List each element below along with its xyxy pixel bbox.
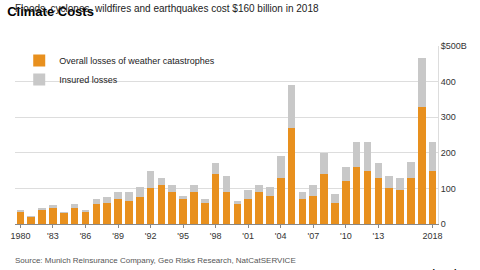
svg-text:'10: '10 — [340, 231, 352, 241]
svg-text:Source: Munich Reinsurance Com: Source: Munich Reinsurance Company, Geo … — [15, 256, 296, 265]
svg-text:'83: '83 — [47, 231, 59, 241]
svg-text:Climate Costs: Climate Costs — [7, 4, 94, 19]
svg-text:400: 400 — [441, 77, 456, 87]
svg-text:Overall losses of weather cata: Overall losses of weather catastrophes — [59, 56, 215, 66]
svg-text:'86: '86 — [80, 231, 92, 241]
svg-text:Floods, cyclones, wildfires an: Floods, cyclones, wildfires and earthqua… — [15, 3, 319, 14]
svg-text:Note: adjusted to 2018 values: Note: adjusted to 2018 values based on l… — [15, 268, 190, 270]
svg-text:200: 200 — [441, 148, 456, 158]
svg-text:2018: 2018 — [423, 231, 443, 241]
svg-text:'07: '07 — [307, 231, 319, 241]
svg-text:'98: '98 — [210, 231, 222, 241]
svg-text:'01: '01 — [242, 231, 254, 241]
svg-text:1980: 1980 — [10, 231, 30, 241]
svg-text:0: 0 — [441, 219, 446, 229]
svg-text:'92: '92 — [145, 231, 157, 241]
svg-text:Insured losses: Insured losses — [59, 75, 118, 85]
svg-text:Bloomberg: Bloomberg — [426, 268, 474, 270]
svg-text:'04: '04 — [275, 231, 287, 241]
svg-text:$500B: $500B — [441, 41, 467, 51]
svg-text:100: 100 — [441, 184, 456, 194]
svg-text:'13: '13 — [372, 231, 384, 241]
svg-text:'89: '89 — [112, 231, 124, 241]
svg-text:300: 300 — [441, 112, 456, 122]
svg-text:'95: '95 — [177, 231, 189, 241]
